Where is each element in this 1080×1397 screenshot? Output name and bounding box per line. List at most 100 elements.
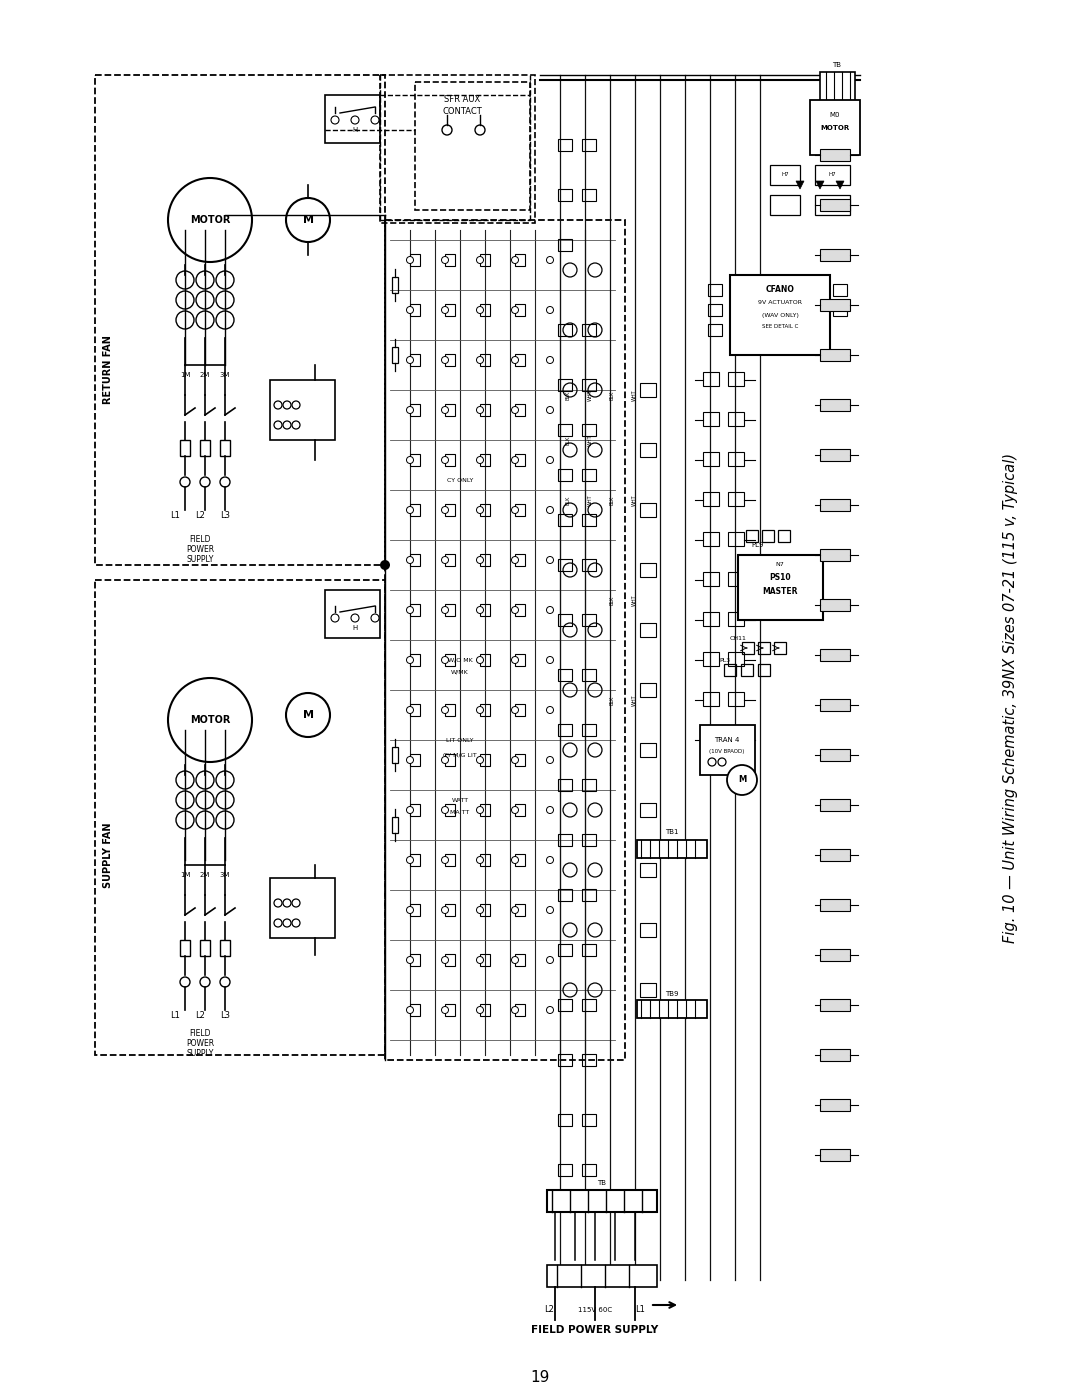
Text: H: H — [352, 624, 357, 631]
Bar — [410, 654, 420, 666]
Circle shape — [442, 356, 448, 363]
Circle shape — [512, 1006, 518, 1013]
Bar — [640, 623, 656, 637]
Text: CY M/G LIT: CY M/G LIT — [443, 753, 477, 757]
Circle shape — [442, 124, 453, 136]
Bar — [515, 353, 525, 366]
Bar — [180, 940, 190, 956]
Text: W/O MK: W/O MK — [447, 658, 472, 662]
Text: M: M — [302, 710, 313, 719]
Bar — [410, 805, 420, 816]
Bar — [445, 254, 455, 265]
Circle shape — [546, 806, 554, 813]
Circle shape — [546, 657, 554, 664]
Bar — [728, 612, 744, 626]
Bar — [703, 492, 719, 506]
Bar — [380, 75, 535, 224]
Bar — [820, 999, 850, 1011]
Bar — [708, 305, 723, 316]
Circle shape — [220, 476, 230, 488]
Bar — [515, 754, 525, 766]
Bar — [730, 275, 831, 355]
Bar — [445, 904, 455, 916]
Text: L2: L2 — [544, 1306, 554, 1315]
Text: W/MK: W/MK — [451, 669, 469, 675]
Bar — [325, 95, 380, 142]
Bar — [480, 904, 490, 916]
Text: BLK: BLK — [609, 696, 615, 704]
Circle shape — [176, 791, 194, 809]
Bar — [582, 669, 596, 680]
Bar — [480, 954, 490, 965]
Bar — [480, 555, 490, 566]
Bar — [558, 780, 572, 791]
Text: BLK: BLK — [566, 390, 570, 400]
Text: 3M: 3M — [219, 372, 230, 379]
Circle shape — [406, 457, 414, 464]
Bar — [558, 1113, 572, 1126]
Bar — [640, 683, 656, 697]
Circle shape — [195, 812, 214, 828]
Circle shape — [406, 407, 414, 414]
Circle shape — [512, 457, 518, 464]
Circle shape — [216, 271, 234, 289]
Bar — [810, 101, 860, 155]
Bar — [820, 499, 850, 511]
Circle shape — [406, 757, 414, 764]
Bar — [774, 643, 786, 654]
Bar — [415, 82, 530, 210]
Bar — [546, 1190, 657, 1213]
Text: WHT: WHT — [632, 495, 636, 506]
Bar — [445, 353, 455, 366]
Bar — [582, 1113, 596, 1126]
Circle shape — [195, 312, 214, 330]
Bar — [820, 900, 850, 911]
Text: H: H — [352, 127, 357, 133]
Text: WHT: WHT — [632, 594, 636, 606]
Bar — [515, 604, 525, 616]
Bar — [200, 940, 210, 956]
Text: H7: H7 — [828, 172, 836, 177]
Circle shape — [442, 806, 448, 813]
Bar — [703, 612, 719, 626]
Text: L2: L2 — [195, 1011, 205, 1020]
Bar — [515, 654, 525, 666]
Circle shape — [476, 507, 484, 514]
Bar — [480, 805, 490, 816]
Circle shape — [406, 507, 414, 514]
Circle shape — [406, 606, 414, 613]
Text: M: M — [302, 215, 313, 225]
Bar — [820, 698, 850, 711]
Circle shape — [176, 812, 194, 828]
Circle shape — [216, 291, 234, 309]
Text: CH11: CH11 — [730, 636, 746, 640]
Circle shape — [476, 856, 484, 863]
Circle shape — [476, 257, 484, 264]
Bar — [582, 469, 596, 481]
Circle shape — [200, 977, 210, 988]
Bar — [738, 555, 823, 620]
Circle shape — [476, 657, 484, 664]
Text: TB: TB — [833, 61, 841, 68]
Circle shape — [727, 766, 757, 795]
Text: CY ONLY: CY ONLY — [447, 478, 473, 482]
Bar — [445, 704, 455, 717]
Bar — [480, 353, 490, 366]
Circle shape — [406, 1006, 414, 1013]
Bar — [515, 954, 525, 965]
Text: WHT: WHT — [632, 390, 636, 401]
Text: PL3: PL3 — [719, 658, 730, 662]
Circle shape — [546, 856, 554, 863]
Text: M0: M0 — [829, 112, 840, 117]
Bar — [220, 940, 230, 956]
Bar — [703, 412, 719, 426]
Text: L1: L1 — [635, 1306, 645, 1315]
Polygon shape — [796, 182, 804, 189]
Bar — [762, 529, 774, 542]
Circle shape — [216, 791, 234, 809]
Text: SUPPLY: SUPPLY — [187, 556, 214, 564]
Circle shape — [220, 977, 230, 988]
Text: (WAV ONLY): (WAV ONLY) — [761, 313, 798, 317]
Bar — [582, 834, 596, 847]
Circle shape — [286, 198, 330, 242]
